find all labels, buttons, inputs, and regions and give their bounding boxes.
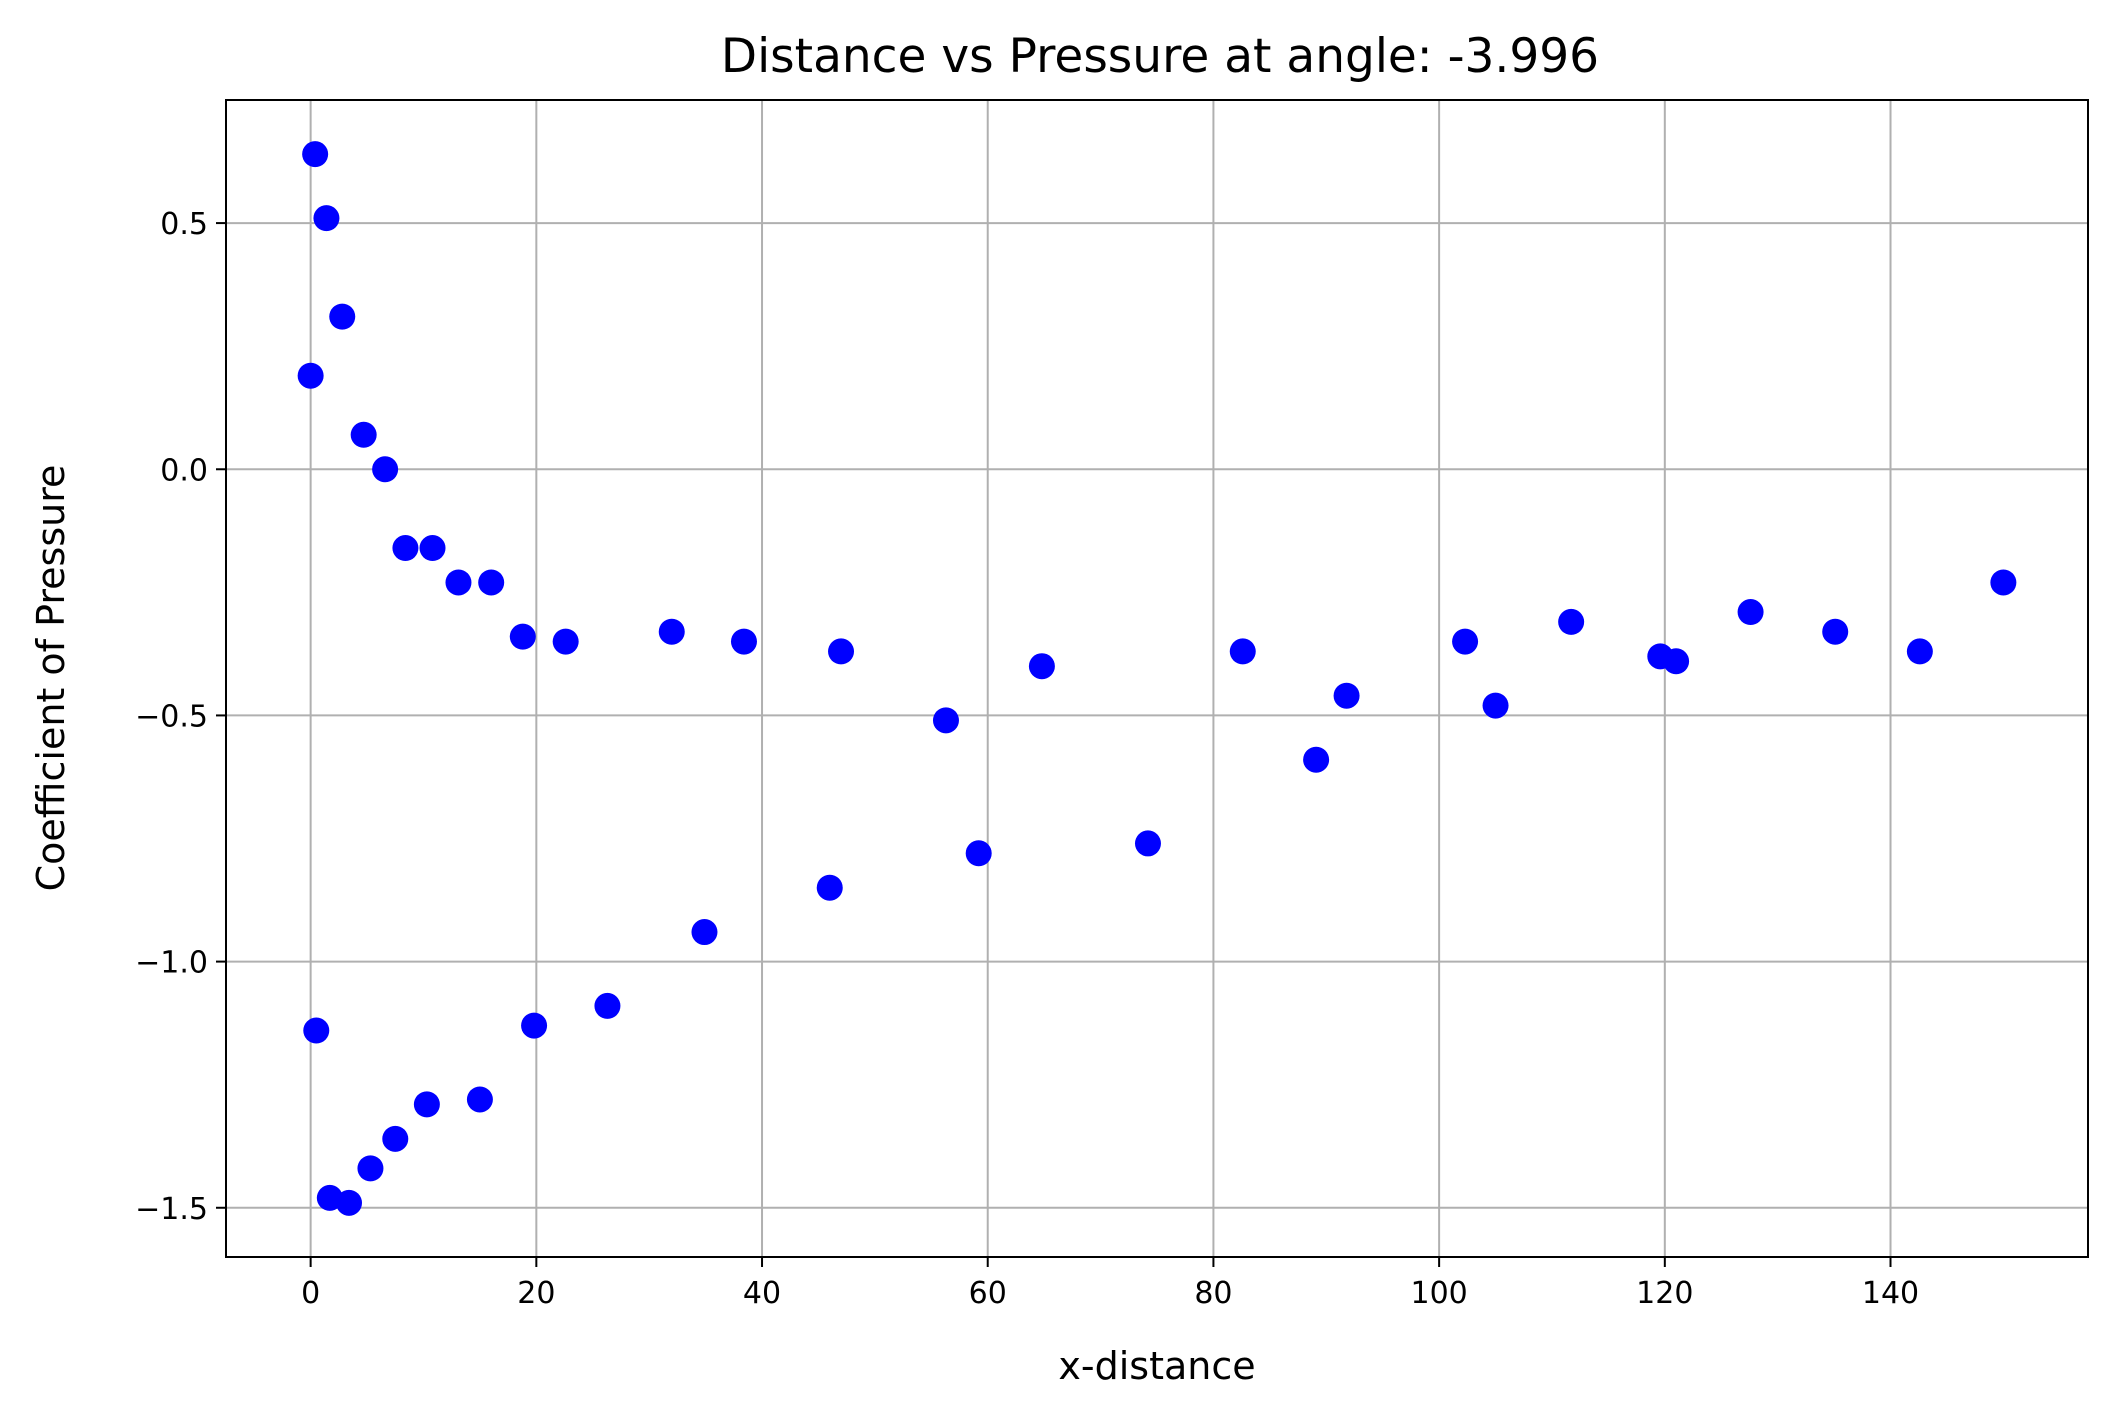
y-tick-label: −1.0 bbox=[135, 946, 208, 981]
data-point bbox=[466, 1086, 493, 1113]
data-point bbox=[313, 205, 340, 232]
y-tick-label: 0.0 bbox=[160, 453, 208, 488]
data-point bbox=[302, 141, 329, 168]
data-point bbox=[1028, 653, 1055, 680]
data-point bbox=[1990, 569, 2017, 596]
data-point bbox=[382, 1125, 409, 1152]
data-point bbox=[521, 1012, 548, 1039]
data-point bbox=[1229, 638, 1256, 665]
data-point bbox=[1737, 599, 1764, 626]
axis-ticks: 0 20 40 60 80 100 120 140 −1.5 −1.0 −0.5 0.0 0.5 bbox=[135, 207, 1919, 1311]
data-point bbox=[372, 456, 399, 483]
data-points bbox=[297, 141, 2017, 1216]
data-point bbox=[1822, 618, 1849, 645]
data-point bbox=[336, 1189, 363, 1216]
data-point bbox=[297, 362, 324, 389]
x-tick-label: 140 bbox=[1862, 1276, 1919, 1311]
data-point bbox=[1303, 746, 1330, 773]
data-point bbox=[303, 1017, 330, 1044]
data-point bbox=[1333, 682, 1360, 709]
data-point bbox=[932, 707, 959, 734]
chart-title: Distance vs Pressure at angle: -3.996 bbox=[721, 29, 1599, 84]
data-point bbox=[1558, 608, 1585, 635]
grid-lines bbox=[226, 100, 2088, 1257]
data-point bbox=[350, 421, 377, 448]
y-tick-label: −0.5 bbox=[135, 699, 208, 734]
data-point bbox=[691, 919, 718, 946]
data-point bbox=[1482, 692, 1509, 719]
data-point bbox=[594, 992, 621, 1019]
x-tick-label: 60 bbox=[969, 1276, 1007, 1311]
data-point bbox=[413, 1091, 440, 1118]
x-tick-label: 40 bbox=[743, 1276, 781, 1311]
data-point bbox=[965, 840, 992, 867]
data-point bbox=[1906, 638, 1933, 665]
data-point bbox=[357, 1155, 384, 1182]
data-point bbox=[478, 569, 505, 596]
x-tick-label: 80 bbox=[1194, 1276, 1232, 1311]
x-axis-label: x-distance bbox=[1058, 1344, 1255, 1388]
x-tick-label: 20 bbox=[517, 1276, 555, 1311]
data-point bbox=[445, 569, 472, 596]
data-point bbox=[552, 628, 579, 655]
data-point bbox=[1452, 628, 1479, 655]
data-point bbox=[1663, 648, 1690, 675]
data-point bbox=[816, 874, 843, 901]
plot-area-frame bbox=[225, 99, 2089, 1258]
y-axis-label: Coefficient of Pressure bbox=[29, 465, 73, 892]
x-tick-label: 100 bbox=[1410, 1276, 1467, 1311]
x-tick-label: 120 bbox=[1636, 1276, 1693, 1311]
data-point bbox=[658, 618, 685, 645]
data-point bbox=[730, 628, 757, 655]
data-point bbox=[1134, 830, 1161, 857]
data-point bbox=[828, 638, 855, 665]
data-point bbox=[392, 535, 419, 562]
y-tick-label: 0.5 bbox=[160, 207, 208, 242]
data-point bbox=[419, 535, 446, 562]
x-tick-label: 0 bbox=[301, 1276, 320, 1311]
data-point bbox=[509, 623, 536, 650]
data-point bbox=[329, 303, 356, 330]
y-tick-label: −1.5 bbox=[135, 1192, 208, 1227]
